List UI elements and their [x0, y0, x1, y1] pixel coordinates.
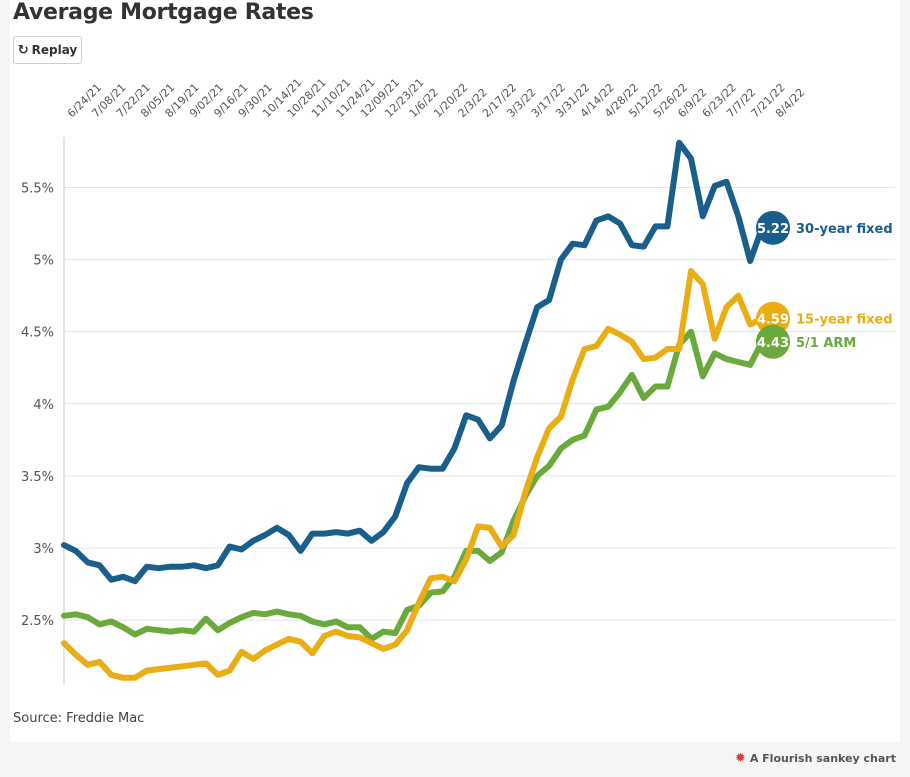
- series-end-value: 5.22: [757, 222, 789, 237]
- series-end-marker: [756, 210, 790, 245]
- replay-button-label: Replay: [31, 43, 78, 57]
- chart-title: Average Mortgage Rates: [13, 0, 314, 25]
- source-note: Source: Freddie Mac: [13, 711, 145, 726]
- flourish-logo-icon: ✹: [734, 751, 746, 766]
- y-tick-label: 3.5%: [21, 470, 54, 485]
- y-tick-label: 4%: [33, 398, 54, 413]
- y-tick-label: 4.5%: [21, 326, 54, 341]
- y-tick-label: 2.5%: [21, 614, 54, 629]
- series-line: [61, 268, 765, 681]
- flourish-credit[interactable]: ✹ A Flourish sankey chart: [735, 751, 896, 766]
- series-name-label: 30-year fixed: [796, 222, 893, 237]
- series-name-label: 5/1 ARM: [796, 336, 856, 351]
- series-end-labels: 5.22 30-year fixed 4.59 15-year fixed 4.43 5/…: [756, 210, 893, 359]
- y-tick-label: 5.5%: [21, 181, 54, 196]
- y-tick-label: 3%: [33, 542, 54, 557]
- series-line: [61, 328, 765, 642]
- series-end-marker: [756, 324, 790, 359]
- series-lines: [61, 139, 765, 681]
- series-end-value: 4.59: [757, 313, 789, 328]
- series-name-label: 15-year fixed: [796, 313, 893, 328]
- replay-button[interactable]: ↻ Replay: [13, 36, 82, 64]
- chart-card: [10, 0, 900, 742]
- x-axis-ticks: 6/24/217/08/217/22/218/05/218/19/219/02/…: [65, 76, 807, 120]
- y-tick-label: 5%: [33, 254, 54, 269]
- y-axis-ticks: 2.5% 3% 3.5% 4% 4.5% 5% 5.5%: [21, 181, 54, 629]
- series-line: [61, 139, 765, 585]
- flourish-credit-text: A Flourish sankey chart: [749, 752, 896, 765]
- replay-icon: ↻: [17, 42, 29, 58]
- series-end-value: 4.43: [757, 336, 789, 351]
